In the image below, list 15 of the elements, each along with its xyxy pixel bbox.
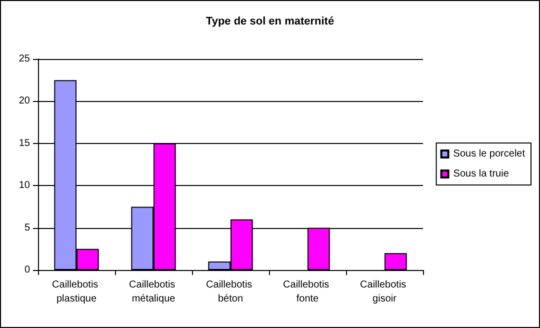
y-tick-label: 20 — [18, 96, 30, 107]
y-tick-label: 15 — [18, 138, 30, 149]
y-tick-label: 5 — [24, 222, 30, 234]
x-tick-label: Caillebotis métalique — [129, 280, 178, 304]
x-tick-label: Caillebotis gisoir — [360, 280, 409, 304]
bar — [384, 253, 407, 270]
y-tick-label: 10 — [18, 180, 30, 192]
x-tick-label: Caillebotis plastique — [52, 280, 101, 304]
x-tick-label: Caillebotis béton — [206, 280, 255, 304]
chart-title: Type de sol en maternité — [206, 16, 334, 28]
legend-label: Sous le porcelet — [453, 148, 526, 160]
y-tick-label: 25 — [18, 54, 30, 64]
y-tick-label: 0 — [24, 264, 30, 276]
x-tick-label: Caillebotis fonte — [283, 280, 332, 304]
legend-label: Sous la truie — [453, 168, 510, 180]
